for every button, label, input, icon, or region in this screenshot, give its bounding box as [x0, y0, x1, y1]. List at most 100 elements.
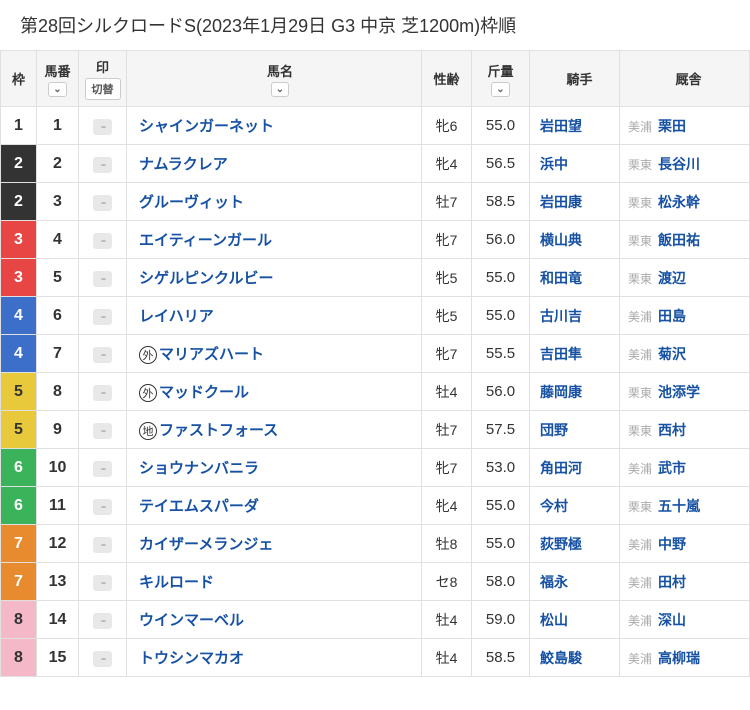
sort-horse-button[interactable]: ⌄ [271, 82, 289, 97]
mark-cell[interactable]: -- [79, 259, 127, 297]
trainer-link[interactable]: 中野 [658, 536, 686, 552]
horse-name-link[interactable]: ウインマーベル [139, 612, 244, 629]
trainer-link[interactable]: 田島 [658, 308, 686, 324]
horse-name-link[interactable]: テイエムスパーダ [139, 498, 259, 515]
mark-badge[interactable]: -- [93, 195, 112, 211]
mark-cell[interactable]: -- [79, 487, 127, 525]
jockey-link[interactable]: 松山 [540, 612, 568, 628]
jockey-link[interactable]: 横山典 [540, 232, 582, 248]
trainer-region: 美浦 [628, 462, 652, 476]
mark-badge[interactable]: -- [93, 651, 112, 667]
jockey-link[interactable]: 団野 [540, 422, 568, 438]
mark-cell[interactable]: -- [79, 145, 127, 183]
trainer-link[interactable]: 松永幹 [658, 194, 700, 210]
trainer-link[interactable]: 高柳瑞 [658, 650, 700, 666]
mark-cell[interactable]: -- [79, 411, 127, 449]
horse-name-link[interactable]: ナムラクレア [139, 156, 228, 173]
jockey-link[interactable]: 福永 [540, 574, 568, 590]
horse-name-link[interactable]: マリアズハート [159, 346, 264, 363]
sort-weight-button[interactable]: ⌄ [491, 82, 509, 97]
num-cell: 1 [37, 107, 79, 145]
waku-cell: 7 [1, 525, 37, 563]
trainer-cell: 美浦中野 [620, 525, 750, 563]
horse-name-link[interactable]: ショウナンバニラ [139, 460, 259, 477]
horse-cell: シゲルピンクルビー [127, 259, 422, 297]
horse-name-link[interactable]: カイザーメランジェ [139, 536, 273, 553]
trainer-cell: 美浦高柳瑞 [620, 639, 750, 677]
sex-cell: 牝4 [422, 487, 472, 525]
horse-name-link[interactable]: シゲルピンクルビー [139, 270, 274, 287]
mark-badge[interactable]: -- [93, 157, 112, 173]
mark-cell[interactable]: -- [79, 297, 127, 335]
horse-name-link[interactable]: マッドクール [159, 384, 249, 401]
trainer-link[interactable]: 西村 [658, 422, 686, 438]
trainer-link[interactable]: 渡辺 [658, 270, 686, 286]
mark-badge[interactable]: -- [93, 423, 112, 439]
trainer-link[interactable]: 五十嵐 [658, 498, 700, 514]
trainer-link[interactable]: 田村 [658, 574, 686, 590]
mark-cell[interactable]: -- [79, 373, 127, 411]
sort-num-button[interactable]: ⌄ [48, 82, 66, 97]
mark-cell[interactable]: -- [79, 449, 127, 487]
mark-cell[interactable]: -- [79, 639, 127, 677]
trainer-link[interactable]: 栗田 [658, 118, 686, 134]
horse-cell: 外マリアズハート [127, 335, 422, 373]
num-cell: 9 [37, 411, 79, 449]
trainer-link[interactable]: 菊沢 [658, 346, 686, 362]
jockey-link[interactable]: 吉田隼 [540, 346, 582, 362]
horse-name-link[interactable]: キルロード [139, 574, 214, 591]
jockey-link[interactable]: 今村 [540, 498, 568, 514]
mark-badge[interactable]: -- [93, 309, 112, 325]
header-row: 枠 馬番 ⌄ 印 切替 馬名 ⌄ 性齢 [1, 51, 750, 107]
mark-badge[interactable]: -- [93, 385, 112, 401]
jockey-link[interactable]: 古川吉 [540, 308, 582, 324]
trainer-link[interactable]: 長谷川 [658, 156, 700, 172]
mark-badge[interactable]: -- [93, 233, 112, 249]
mark-badge[interactable]: -- [93, 119, 112, 135]
horse-name-link[interactable]: エイティーンガール [139, 232, 272, 249]
jockey-link[interactable]: 荻野極 [540, 536, 582, 552]
mark-badge[interactable]: -- [93, 537, 112, 553]
mark-badge[interactable]: -- [93, 347, 112, 363]
horse-name-link[interactable]: トウシンマカオ [139, 650, 244, 667]
jockey-link[interactable]: 藤岡康 [540, 384, 582, 400]
mark-badge[interactable]: -- [93, 499, 112, 515]
mark-badge[interactable]: -- [93, 613, 112, 629]
mark-cell[interactable]: -- [79, 525, 127, 563]
trainer-cell: 栗東池添学 [620, 373, 750, 411]
horse-name-link[interactable]: ファストフォース [159, 422, 278, 439]
jockey-link[interactable]: 和田竜 [540, 270, 582, 286]
trainer-cell: 栗東飯田祐 [620, 221, 750, 259]
trainer-region: 美浦 [628, 538, 652, 552]
horse-prefix-icon: 地 [139, 422, 157, 440]
jockey-link[interactable]: 浜中 [540, 156, 568, 172]
horse-name-link[interactable]: シャインガーネット [139, 118, 274, 135]
mark-cell[interactable]: -- [79, 107, 127, 145]
table-row: 815--トウシンマカオ牡458.5鮫島駿美浦高柳瑞 [1, 639, 750, 677]
horse-name-link[interactable]: グルーヴィット [139, 194, 244, 211]
mark-badge[interactable]: -- [93, 575, 112, 591]
jockey-link[interactable]: 鮫島駿 [540, 650, 582, 666]
weight-cell: 53.0 [472, 449, 530, 487]
trainer-link[interactable]: 飯田祐 [658, 232, 700, 248]
trainer-link[interactable]: 池添学 [658, 384, 700, 400]
mark-cell[interactable]: -- [79, 183, 127, 221]
trainer-link[interactable]: 深山 [658, 612, 686, 628]
jockey-link[interactable]: 岩田康 [540, 194, 582, 210]
trainer-region: 美浦 [628, 614, 652, 628]
mark-cell[interactable]: -- [79, 335, 127, 373]
jockey-link[interactable]: 角田河 [540, 460, 582, 476]
mark-switch-button[interactable]: 切替 [85, 78, 121, 100]
horse-cell: テイエムスパーダ [127, 487, 422, 525]
jockey-link[interactable]: 岩田望 [540, 118, 582, 134]
horse-name-link[interactable]: レイハリア [139, 308, 214, 325]
mark-badge[interactable]: -- [93, 271, 112, 287]
mark-cell[interactable]: -- [79, 563, 127, 601]
mark-cell[interactable]: -- [79, 601, 127, 639]
mark-badge[interactable]: -- [93, 461, 112, 477]
mark-cell[interactable]: -- [79, 221, 127, 259]
trainer-link[interactable]: 武市 [658, 460, 686, 476]
table-row: 22--ナムラクレア牝456.5浜中栗東長谷川 [1, 145, 750, 183]
weight-cell: 55.0 [472, 297, 530, 335]
horse-cell: レイハリア [127, 297, 422, 335]
